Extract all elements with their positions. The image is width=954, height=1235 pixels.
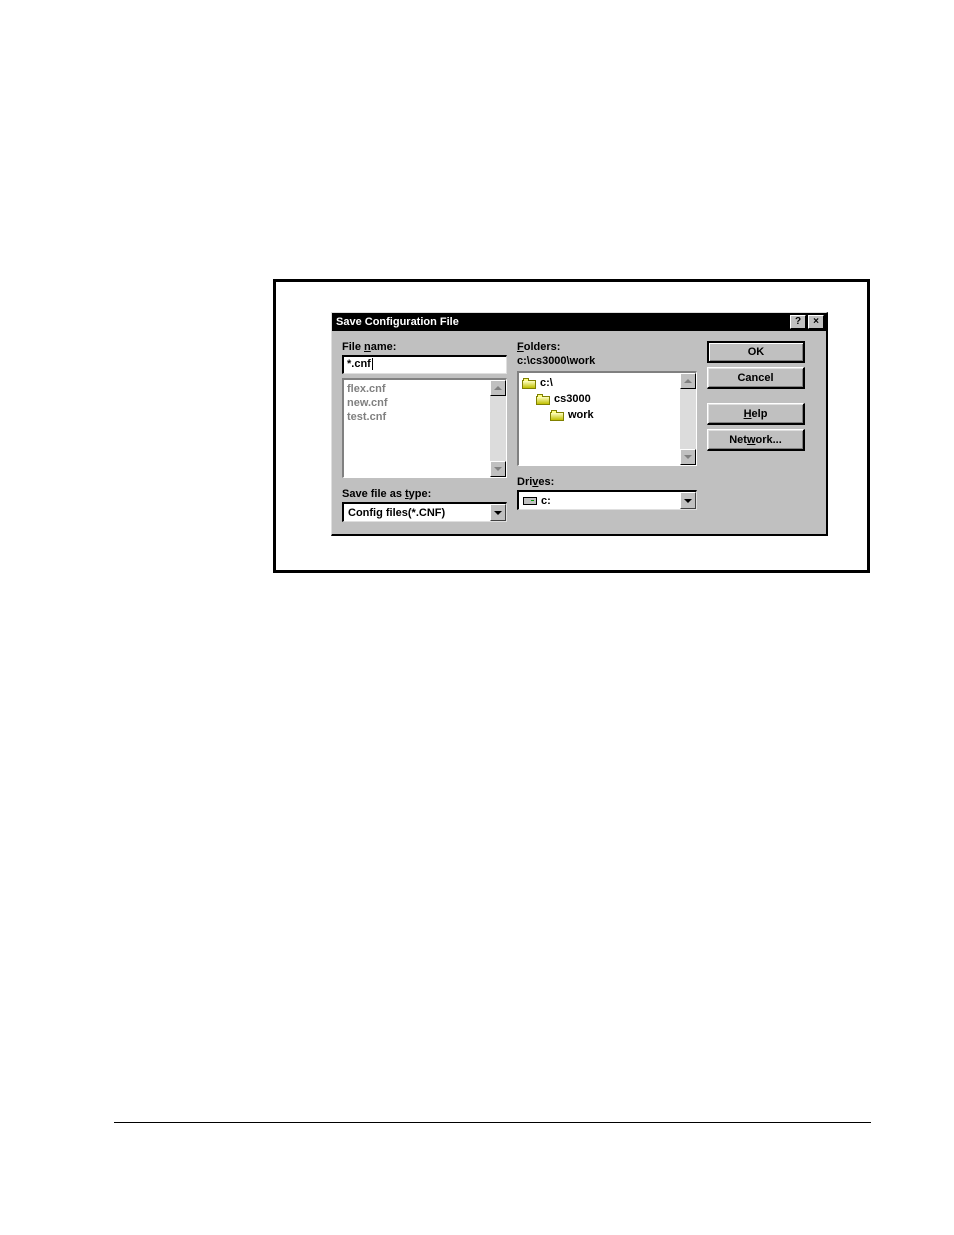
chevron-down-icon bbox=[684, 499, 692, 503]
file-listbox[interactable]: flex.cnf new.cnf test.cnf bbox=[342, 378, 507, 478]
folder-listbox[interactable]: c:\ cs3000 work bbox=[517, 371, 697, 466]
page-frame: Save Configuration File ? × File name: *… bbox=[273, 279, 870, 573]
folder-item[interactable]: work bbox=[522, 407, 677, 423]
chevron-down-icon bbox=[494, 467, 502, 471]
titlebar-help-button[interactable]: ? bbox=[790, 315, 806, 329]
save-configuration-dialog: Save Configuration File ? × File name: *… bbox=[331, 312, 828, 536]
combo-dropdown-button[interactable] bbox=[680, 492, 696, 509]
scroll-track[interactable] bbox=[680, 389, 696, 449]
scroll-down-button[interactable] bbox=[490, 461, 506, 477]
dialog-title: Save Configuration File bbox=[336, 316, 790, 328]
folder-open-icon bbox=[522, 378, 536, 389]
chevron-up-icon bbox=[684, 379, 692, 383]
cancel-button[interactable]: Cancel bbox=[707, 367, 805, 389]
folder-open-icon bbox=[536, 394, 550, 405]
titlebar[interactable]: Save Configuration File ? × bbox=[332, 313, 826, 331]
drive-icon bbox=[523, 497, 537, 505]
save-as-type-combo[interactable]: Config files(*.CNF) bbox=[342, 502, 507, 522]
filename-label: File name: bbox=[342, 341, 507, 353]
folder-open-icon bbox=[550, 410, 564, 421]
folders-label: Folders: bbox=[517, 341, 697, 353]
folder-item[interactable]: cs3000 bbox=[522, 391, 677, 407]
combo-dropdown-button[interactable] bbox=[490, 504, 506, 521]
file-list-scrollbar[interactable] bbox=[490, 380, 506, 477]
left-column: File name: *.cnf flex.cnf new.cnf test.c… bbox=[342, 341, 507, 522]
network-button[interactable]: Network... bbox=[707, 429, 805, 451]
save-as-type-label: Save file as type: bbox=[342, 488, 507, 500]
filename-input[interactable]: *.cnf bbox=[342, 355, 507, 374]
ok-button[interactable]: OK bbox=[707, 341, 805, 363]
folder-item[interactable]: c:\ bbox=[522, 375, 677, 391]
folder-list-area[interactable]: c:\ cs3000 work bbox=[519, 373, 680, 465]
list-item[interactable]: new.cnf bbox=[347, 396, 487, 410]
folder-list-scrollbar[interactable] bbox=[680, 373, 696, 465]
drives-combo[interactable]: c: bbox=[517, 490, 697, 510]
filename-value: *.cnf bbox=[347, 358, 371, 370]
middle-column: Folders: c:\cs3000\work c:\ cs3000 bbox=[517, 341, 697, 522]
save-as-type-value: Config files(*.CNF) bbox=[344, 504, 490, 521]
chevron-down-icon bbox=[494, 511, 502, 515]
scroll-track[interactable] bbox=[490, 396, 506, 461]
drives-label: Drives: bbox=[517, 476, 697, 488]
horizontal-rule bbox=[114, 1122, 871, 1123]
file-list-area[interactable]: flex.cnf new.cnf test.cnf bbox=[344, 380, 490, 477]
chevron-down-icon bbox=[684, 455, 692, 459]
drives-value: c: bbox=[519, 492, 680, 509]
scroll-up-button[interactable] bbox=[490, 380, 506, 396]
scroll-down-button[interactable] bbox=[680, 449, 696, 465]
help-button[interactable]: Help bbox=[707, 403, 805, 425]
list-item[interactable]: test.cnf bbox=[347, 410, 487, 424]
close-icon: × bbox=[813, 317, 819, 327]
current-path: c:\cs3000\work bbox=[517, 355, 697, 367]
question-icon: ? bbox=[795, 317, 801, 327]
dialog-body: File name: *.cnf flex.cnf new.cnf test.c… bbox=[332, 331, 826, 534]
scroll-up-button[interactable] bbox=[680, 373, 696, 389]
list-item[interactable]: flex.cnf bbox=[347, 382, 487, 396]
button-column: OK Cancel Help Network... bbox=[707, 341, 805, 522]
titlebar-close-button[interactable]: × bbox=[808, 315, 824, 329]
chevron-up-icon bbox=[494, 386, 502, 390]
